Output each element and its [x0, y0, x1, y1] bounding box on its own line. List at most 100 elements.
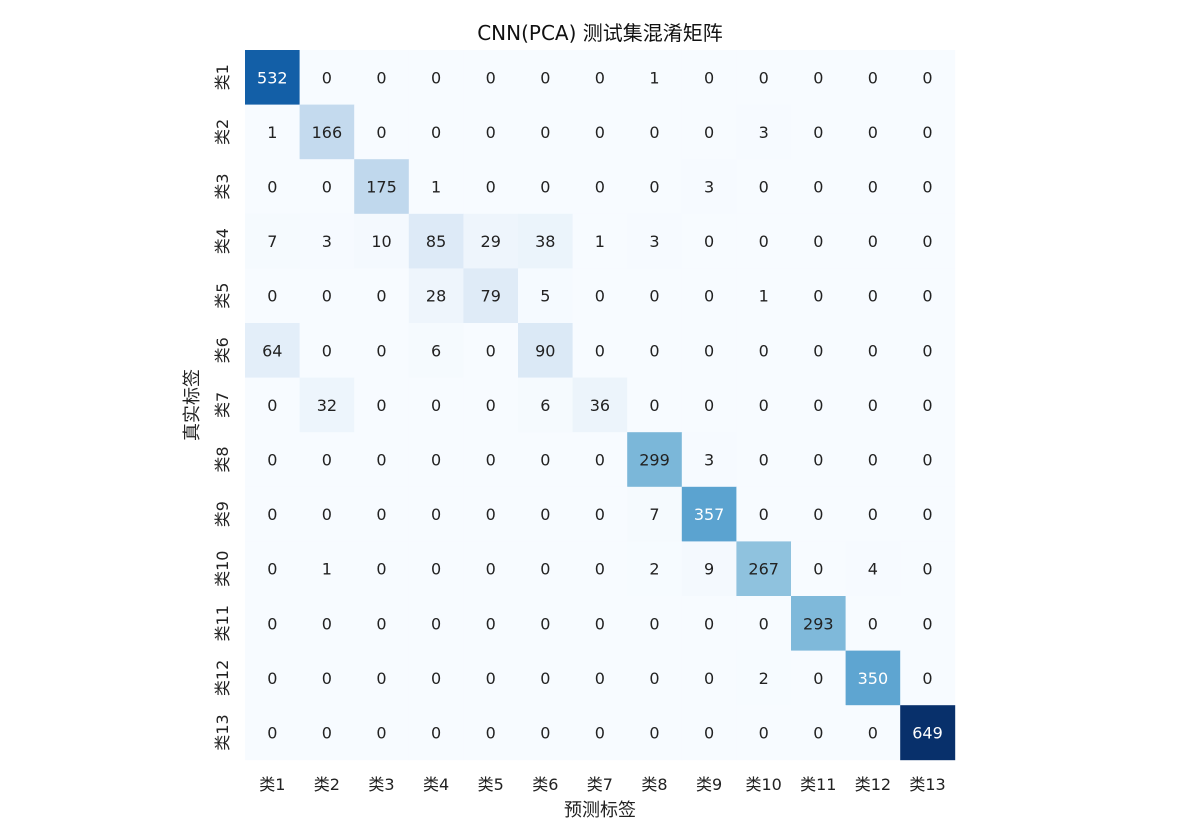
cell-value-label: 0	[431, 505, 441, 524]
heatmap-cell	[463, 104, 519, 160]
cell-value-label: 0	[813, 341, 823, 360]
heatmap-cell	[900, 213, 956, 269]
heatmap-cell	[627, 650, 683, 706]
x-tick-label: 类12	[855, 775, 891, 794]
cell-value-label: 0	[376, 396, 386, 415]
heatmap-cell	[408, 159, 464, 215]
heatmap-cell	[627, 50, 683, 105]
heatmap-cell	[518, 596, 573, 651]
cell-value-label: 0	[267, 724, 277, 743]
cell-value-label: 0	[431, 123, 441, 142]
heatmap-cell	[791, 432, 846, 488]
y-axis-label: 真实标签	[182, 369, 203, 441]
cell-value-label: 36	[590, 396, 610, 415]
y-tick-label: 类1	[213, 64, 232, 90]
heatmap-cell	[681, 432, 737, 488]
cell-value-label: 0	[868, 505, 878, 524]
heatmap-cell	[463, 705, 519, 761]
cell-value-label: 0	[431, 68, 441, 87]
heatmap-cell	[627, 268, 683, 324]
heatmap-cell	[681, 486, 737, 542]
heatmap-cell	[791, 104, 846, 160]
heatmap-cell	[354, 213, 410, 269]
cell-value-label: 0	[376, 341, 386, 360]
cell-value-label: 1	[322, 560, 332, 579]
y-tick-label: 类5	[213, 283, 232, 309]
cell-value-label: 0	[922, 287, 932, 306]
heatmap-cell	[736, 377, 792, 433]
cell-value-label: 28	[426, 287, 446, 306]
heatmap-cell	[736, 323, 792, 378]
heatmap-cell	[791, 486, 846, 542]
cell-value-label: 7	[649, 505, 659, 524]
cell-value-label: 0	[486, 396, 496, 415]
cell-value-label: 2	[759, 669, 769, 688]
heatmap-cell	[518, 541, 573, 597]
cell-value-label: 0	[813, 123, 823, 142]
heatmap-cell	[900, 323, 956, 378]
cell-value-label: 0	[267, 451, 277, 470]
heatmap-cell	[245, 705, 300, 761]
heatmap-cell	[681, 159, 737, 215]
cell-value-label: 0	[540, 614, 550, 633]
heatmap-cell	[791, 650, 846, 706]
cell-value-label: 5	[540, 287, 550, 306]
cell-value-label: 7	[267, 232, 277, 251]
heatmap-cell	[627, 705, 683, 761]
heatmap-cell	[299, 541, 355, 597]
x-tick-label: 类3	[368, 775, 394, 794]
cell-value-label: 0	[922, 178, 932, 197]
cell-value-label: 0	[376, 451, 386, 470]
heatmap-cell	[791, 213, 846, 269]
cell-value-label: 0	[649, 178, 659, 197]
heatmap-cell	[408, 50, 464, 105]
cell-value-label: 0	[922, 560, 932, 579]
cell-value-label: 0	[322, 505, 332, 524]
heatmap-cell	[736, 541, 792, 597]
heatmap-cell	[900, 486, 956, 542]
heatmap-cell	[681, 323, 737, 378]
cell-value-label: 0	[759, 724, 769, 743]
heatmap-cell	[900, 50, 956, 105]
y-tick-label: 类9	[213, 501, 232, 527]
heatmap-cell	[354, 541, 410, 597]
heatmap-cell	[572, 705, 628, 761]
heatmap-cell	[245, 541, 300, 597]
cell-value-label: 0	[267, 614, 277, 633]
heatmap-cell	[791, 377, 846, 433]
heatmap-cell	[791, 50, 846, 105]
cell-value-label: 0	[431, 451, 441, 470]
x-tick-label: 类5	[478, 775, 504, 794]
heatmap-cell	[572, 650, 628, 706]
cell-value-label: 0	[649, 396, 659, 415]
heatmap-cell	[845, 268, 901, 324]
heatmap-cell	[518, 705, 573, 761]
x-tick-label: 类10	[746, 775, 782, 794]
cell-value-label: 0	[759, 614, 769, 633]
cell-value-label: 0	[813, 232, 823, 251]
x-axis-ticks: 类1 类2 类3 类4 类5 类6 类7 类8 类9 类10 类11 类12 类13	[259, 775, 945, 794]
cell-value-label: 293	[803, 614, 834, 633]
heatmap-cell	[299, 104, 355, 160]
heatmap-cell	[791, 705, 846, 761]
heatmap-cell	[845, 50, 901, 105]
heatmap-cell	[299, 377, 355, 433]
x-tick-label: 类13	[909, 775, 945, 794]
cell-value-label: 6	[431, 341, 441, 360]
cell-value-label: 2	[649, 560, 659, 579]
x-tick-label: 类6	[532, 775, 558, 794]
cell-value-label: 0	[431, 614, 441, 633]
heatmap-cell	[791, 541, 846, 597]
cell-value-label: 0	[322, 341, 332, 360]
cell-value-label: 0	[868, 178, 878, 197]
cell-value-label: 0	[267, 560, 277, 579]
y-axis-ticks: 类1 类2 类3 类4 类5 类6 类7 类8 类9 类10 类11 类12 类13	[213, 64, 232, 750]
heatmap-cell	[627, 432, 683, 488]
cell-value-label: 0	[376, 724, 386, 743]
heatmap-cell	[408, 323, 464, 378]
heatmap-cell	[572, 486, 628, 542]
heatmap-cell	[900, 650, 956, 706]
cell-value-label: 0	[922, 68, 932, 87]
cell-value-label: 3	[322, 232, 332, 251]
cell-value-label: 0	[486, 724, 496, 743]
